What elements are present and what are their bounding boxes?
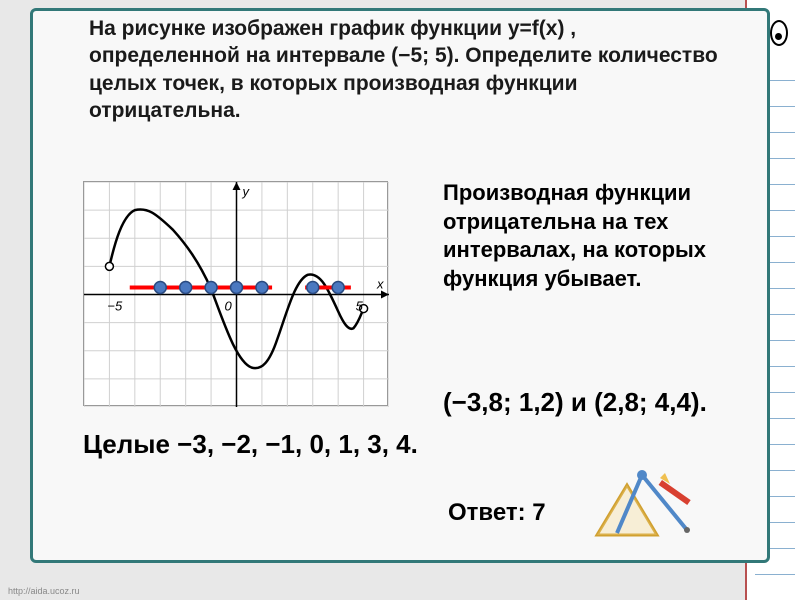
problem-title: На рисунке изображен график функции y=f(…	[89, 15, 729, 124]
svg-text:y: y	[242, 184, 251, 199]
svg-text:0: 0	[225, 299, 233, 314]
svg-text:−5: −5	[107, 299, 123, 314]
integer-points: Целые −3, −2, −1, 0, 1, 3, 4.	[83, 429, 463, 460]
explanation-text: Производная функции отрицательна на тех …	[443, 179, 753, 293]
footer-url: http://aida.ucoz.ru	[8, 586, 80, 596]
svg-text:x: x	[376, 277, 384, 292]
answer: Ответ: 7	[448, 499, 546, 527]
slide-frame: На рисунке изображен график функции y=f(…	[30, 8, 770, 563]
intervals: (−3,8; 1,2) и (2,8; 4,4).	[443, 387, 707, 418]
geometry-tools-icon	[587, 455, 707, 545]
function-graph: −5 5 y x 0	[83, 181, 388, 406]
svg-text:5: 5	[356, 299, 364, 314]
chart-svg: −5 5 y x 0	[84, 182, 389, 407]
